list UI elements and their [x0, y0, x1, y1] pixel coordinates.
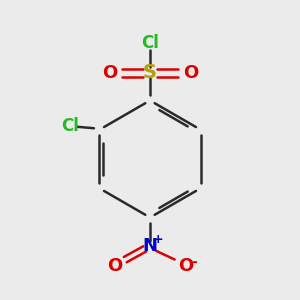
Text: -: - [191, 255, 197, 268]
Text: O: O [178, 257, 193, 275]
Text: +: + [153, 233, 164, 246]
Text: O: O [107, 257, 122, 275]
Text: N: N [142, 237, 158, 255]
Text: O: O [183, 64, 198, 82]
Text: S: S [143, 63, 157, 82]
Text: Cl: Cl [61, 117, 79, 135]
Text: O: O [102, 64, 117, 82]
Text: Cl: Cl [141, 34, 159, 52]
